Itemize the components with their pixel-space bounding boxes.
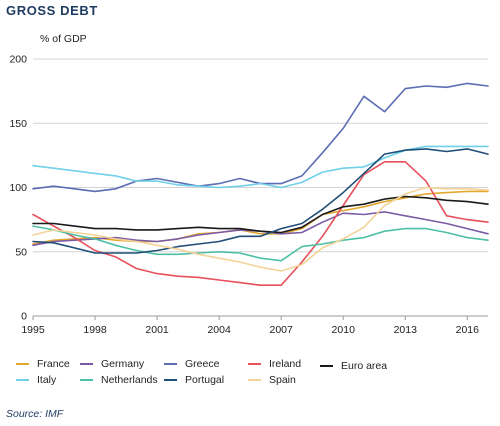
x-tick-labels: 1995 1998 2001 2004 2007 2010 2013 2016 (21, 324, 479, 336)
series-line-euro-area (32, 195, 489, 234)
series-line-ireland (32, 161, 489, 287)
x-tick-label: 2010 (332, 324, 356, 336)
x-tick-label: 2001 (145, 324, 169, 336)
y-tick-label: 0 (21, 311, 27, 323)
x-tick-label: 1995 (21, 324, 45, 336)
y-tick-label: 50 (15, 246, 27, 258)
series-line-netherlands (32, 225, 489, 262)
x-tick-label: 2013 (394, 324, 418, 336)
series-line-italy (32, 145, 489, 189)
x-tick-label: 2004 (207, 324, 231, 336)
series-line-spain (32, 186, 489, 272)
y-tick-label: 150 (9, 118, 27, 130)
series-lines (32, 82, 489, 287)
chart-title: GROSS DEBT (6, 3, 98, 18)
gridlines (32, 58, 488, 320)
y-tick-labels: 0 50 100 150 200 (9, 54, 27, 323)
y-tick-label: 200 (9, 54, 27, 66)
y-axis-unit-label: % of GDP (40, 33, 87, 45)
x-tick-label: 2016 (456, 324, 480, 336)
source-note: Source: IMF (6, 408, 64, 420)
x-tick-label: 2007 (270, 324, 294, 336)
y-tick-label: 100 (9, 182, 27, 194)
x-tick-label: 1998 (83, 324, 107, 336)
series-line-portugal (32, 148, 489, 254)
